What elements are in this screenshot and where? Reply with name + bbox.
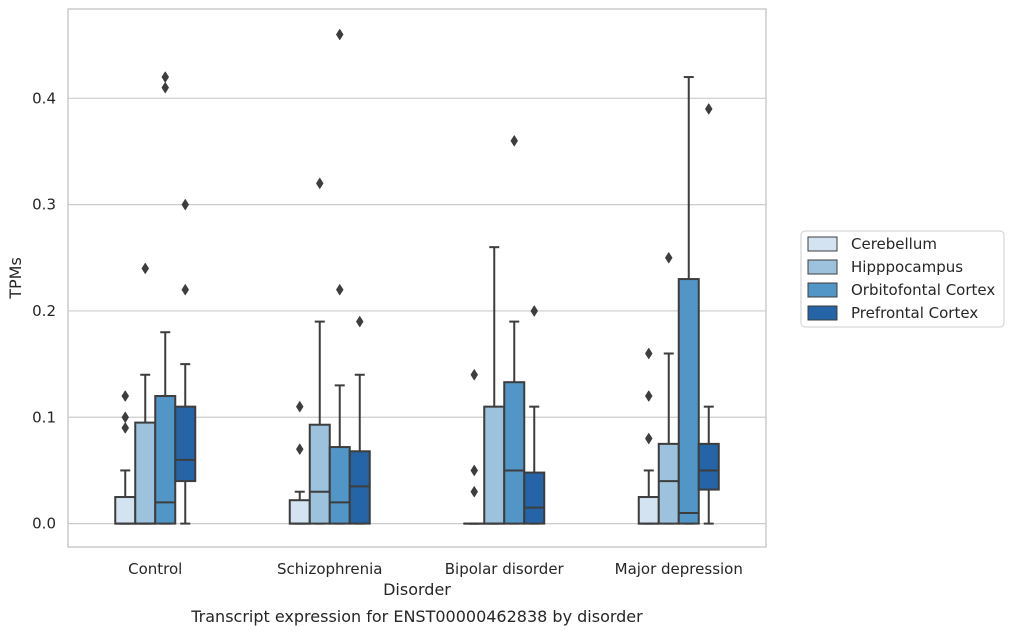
outlier-point (644, 390, 653, 402)
y-tick-label: 0.0 (32, 515, 56, 533)
box-group (114, 390, 137, 525)
outlier-point (121, 411, 130, 424)
box-group (637, 347, 660, 525)
x-tick-labels: Control Schizophrenia Bipolar disorder Majo… (128, 560, 743, 578)
box-body (657, 442, 680, 525)
outlier-point (315, 177, 324, 190)
box-body (114, 496, 137, 525)
x-axis-label: Disorder (383, 580, 451, 599)
y-tick-label: 0.3 (32, 196, 56, 214)
outlier-point (335, 283, 344, 296)
legend-frame (800, 230, 1005, 328)
x-tick-label: Schizophrenia (277, 560, 382, 578)
figure-caption: Transcript expression for ENST0000046283… (190, 607, 643, 626)
legend-swatch (807, 282, 838, 298)
y-axis-label: TPMs (6, 257, 25, 300)
box-body (677, 278, 700, 525)
boxes (114, 28, 720, 525)
outlier-point (121, 390, 130, 402)
outlier-point (470, 485, 479, 498)
legend-label: Cerebellum (851, 235, 937, 253)
box-body (348, 450, 371, 525)
box-body (328, 446, 351, 525)
outlier-point (181, 283, 190, 296)
outlier-point (470, 464, 479, 477)
box-group (288, 400, 311, 525)
outlier-point (510, 134, 519, 147)
box-group (154, 71, 177, 525)
legend-swatch (807, 259, 838, 275)
outlier-point (704, 102, 713, 115)
outlier-point (470, 368, 479, 381)
outlier-point (121, 421, 130, 434)
legend-label: Prefrontal Cortex (851, 304, 978, 322)
box-group (697, 102, 720, 525)
outlier-point (644, 432, 653, 445)
box-group (677, 76, 700, 525)
box-group (483, 246, 506, 525)
outlier-point (644, 347, 653, 360)
legend-label: Hipppocampus (851, 258, 963, 276)
box-group (657, 251, 680, 525)
box-body (637, 496, 660, 525)
box-body (174, 405, 197, 483)
box-body (288, 499, 311, 525)
box-group (523, 304, 546, 525)
box-body (697, 442, 720, 491)
plot-frame (67, 8, 767, 548)
box-group (174, 198, 197, 525)
outlier-point (355, 315, 364, 328)
outlier-point (161, 81, 170, 94)
legend-swatch (807, 305, 838, 321)
outlier-point (295, 400, 304, 413)
y-tick-label: 0.4 (32, 89, 56, 107)
box-group (348, 315, 371, 525)
box-body (483, 405, 506, 525)
box-group (503, 134, 526, 525)
outlier-point (161, 71, 170, 84)
outlier-point (141, 262, 150, 275)
x-tick-label: Bipolar disorder (445, 560, 565, 578)
box-body (308, 423, 331, 525)
outlier-point (335, 28, 344, 41)
outlier-point (181, 198, 190, 211)
box-group (308, 177, 331, 525)
outlier-point (530, 304, 539, 317)
box-body (523, 471, 546, 525)
box-body (134, 421, 157, 525)
outlier-point (664, 251, 673, 264)
box-body (503, 381, 526, 525)
y-tick-label: 0.1 (32, 408, 56, 426)
legend-swatch (807, 236, 838, 252)
box-group (463, 368, 486, 525)
y-tick-label: 0.2 (32, 302, 56, 320)
box-body (154, 395, 177, 525)
box-group (134, 262, 157, 525)
outlier-point (295, 443, 304, 456)
y-tick-labels: 0.0 0.1 0.2 0.3 0.4 (32, 89, 56, 532)
x-tick-label: Control (128, 560, 182, 578)
x-tick-label: Major depression (615, 560, 743, 578)
legend: Cerebellum Hipppocampus Orbitofontal Corte… (800, 230, 1005, 328)
legend-label: Orbitofontal Cortex (851, 281, 995, 299)
